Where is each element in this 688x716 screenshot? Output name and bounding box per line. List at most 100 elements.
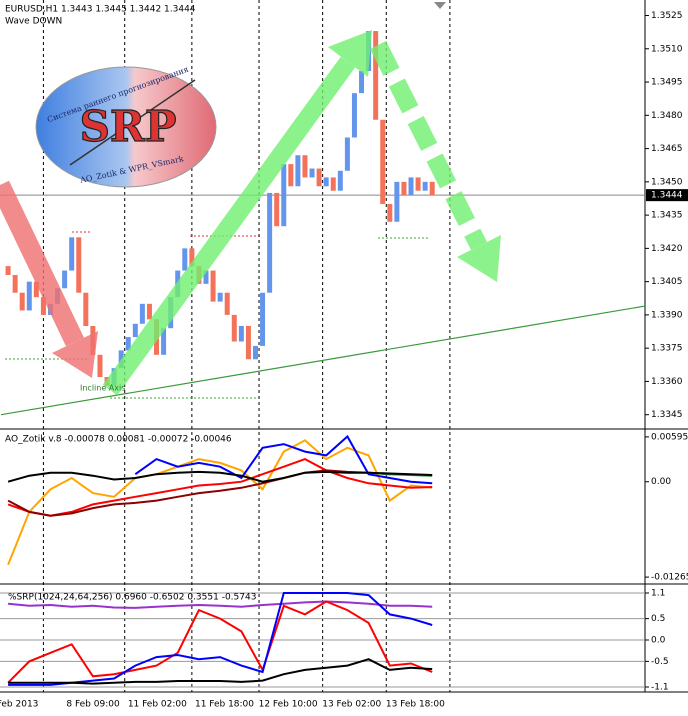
y-tick-label: 1.3510: [651, 44, 683, 54]
candle: [415, 177, 421, 191]
chart-title: EURUSD,H1 1.3443 1.3445 1.3442 1.3444: [5, 5, 196, 15]
series-line: [7, 458, 433, 517]
candle: [161, 328, 167, 355]
y-tick-label: 1.3345: [651, 410, 683, 420]
y-tick-label: 1.3495: [651, 78, 683, 88]
candle: [26, 281, 32, 311]
y-tick-label: -0.5: [651, 657, 669, 667]
candle: [316, 168, 322, 187]
candle: [295, 155, 301, 187]
series-line: [7, 469, 390, 517]
candle: [12, 274, 18, 293]
x-tick-label: 11 Feb 18:00: [195, 700, 254, 710]
candle: [288, 164, 294, 187]
candle: [33, 281, 39, 298]
marks-layer: 1.3525 1.3510 1.3495 1.3480 1.3465 1.3450 1.34…: [0, 11, 688, 710]
candle: [267, 192, 273, 293]
candle: [231, 314, 237, 342]
candle: [373, 31, 379, 120]
x-tick-label: 13 Feb 18:00: [386, 700, 445, 710]
y-tick-label: -1.1: [651, 683, 669, 693]
candle: [210, 270, 216, 302]
y-tick-label: 1.3450: [651, 177, 683, 187]
logo-arrow: [69, 79, 196, 166]
series-line: [134, 434, 433, 485]
series-line: [7, 439, 433, 566]
candle: [19, 292, 25, 311]
candle: [97, 354, 103, 377]
candle: [344, 137, 350, 171]
arrow-head: [52, 331, 98, 378]
y-tick-label: 1.3360: [651, 377, 683, 387]
indicator-title: %SRP(1024,24,64,256) 0.6960 -0.6502 0.35…: [8, 593, 256, 603]
candle: [182, 248, 188, 271]
candle: [5, 266, 11, 275]
series-line: [8, 658, 433, 685]
x-tick-label: 11 Feb 02:00: [128, 700, 187, 710]
candle: [302, 155, 308, 178]
candle: [62, 270, 68, 289]
candle: [217, 292, 223, 302]
shift-marker: [434, 2, 446, 9]
candle: [281, 164, 287, 227]
logo-title: SRP: [80, 102, 177, 151]
candle: [83, 292, 89, 326]
candle: [387, 204, 393, 222]
y-tick-label: 1.3420: [651, 244, 683, 254]
candle: [380, 119, 386, 205]
arrows: [0, 30, 501, 396]
candle: [146, 303, 152, 320]
candle: [69, 237, 75, 271]
y-tick-label: 1.3390: [651, 310, 683, 320]
candle: [351, 93, 357, 138]
y-tick-label: -0.01265: [651, 573, 688, 583]
candle: [125, 337, 131, 351]
candle: [260, 292, 266, 346]
x-tick-label: 8 Feb 09:00: [66, 700, 120, 710]
candle: [422, 181, 428, 191]
y-tick-label: 1.3405: [651, 277, 683, 287]
y-tick-label: 0.5: [651, 614, 665, 624]
candle: [401, 181, 407, 196]
candle: [132, 323, 138, 338]
candle: [330, 177, 336, 191]
candle: [359, 70, 365, 94]
last-price-box: [646, 189, 688, 202]
series-line: [7, 470, 433, 483]
y-tick-label: 0.00595: [651, 432, 688, 442]
candle: [323, 177, 329, 187]
candle: [429, 181, 435, 196]
candle: [189, 248, 195, 267]
candle: [238, 325, 244, 342]
y-tick-label: 1.3375: [651, 344, 683, 354]
y-tick-label: 0.0: [651, 635, 666, 645]
y-tick-label: 0.00: [651, 477, 671, 487]
candle: [118, 350, 124, 369]
arrow-head: [457, 235, 501, 282]
x-tick-label: 7 Feb 2013: [0, 700, 38, 710]
y-tick-label: 1.3435: [651, 211, 683, 221]
x-tick-label: 12 Feb 10:00: [259, 700, 318, 710]
candle: [224, 292, 230, 315]
arrow-shaft: [102, 56, 356, 396]
candle: [76, 237, 82, 293]
candle: [40, 297, 46, 315]
arrow-head: [328, 30, 372, 77]
trendline-label: Incline Axis: [80, 384, 125, 393]
candle: [309, 168, 315, 178]
grid-layer: [0, 0, 645, 692]
candle: [139, 303, 145, 324]
candle: [245, 325, 251, 360]
series-line: [7, 600, 433, 684]
y-tick-label: 1.3465: [651, 144, 683, 154]
candle: [394, 181, 400, 222]
candle: [252, 345, 258, 360]
candle: [203, 270, 209, 284]
candle: [337, 170, 343, 191]
indicator-title: AO_Zotik v.8 -0.00078 0.00081 -0.00072 -…: [5, 435, 232, 445]
candle: [274, 192, 280, 227]
series-line: [8, 600, 433, 609]
chart-subtitle: Wave DOWN: [5, 17, 62, 27]
x-tick-label: 13 Feb 02:00: [322, 700, 381, 710]
